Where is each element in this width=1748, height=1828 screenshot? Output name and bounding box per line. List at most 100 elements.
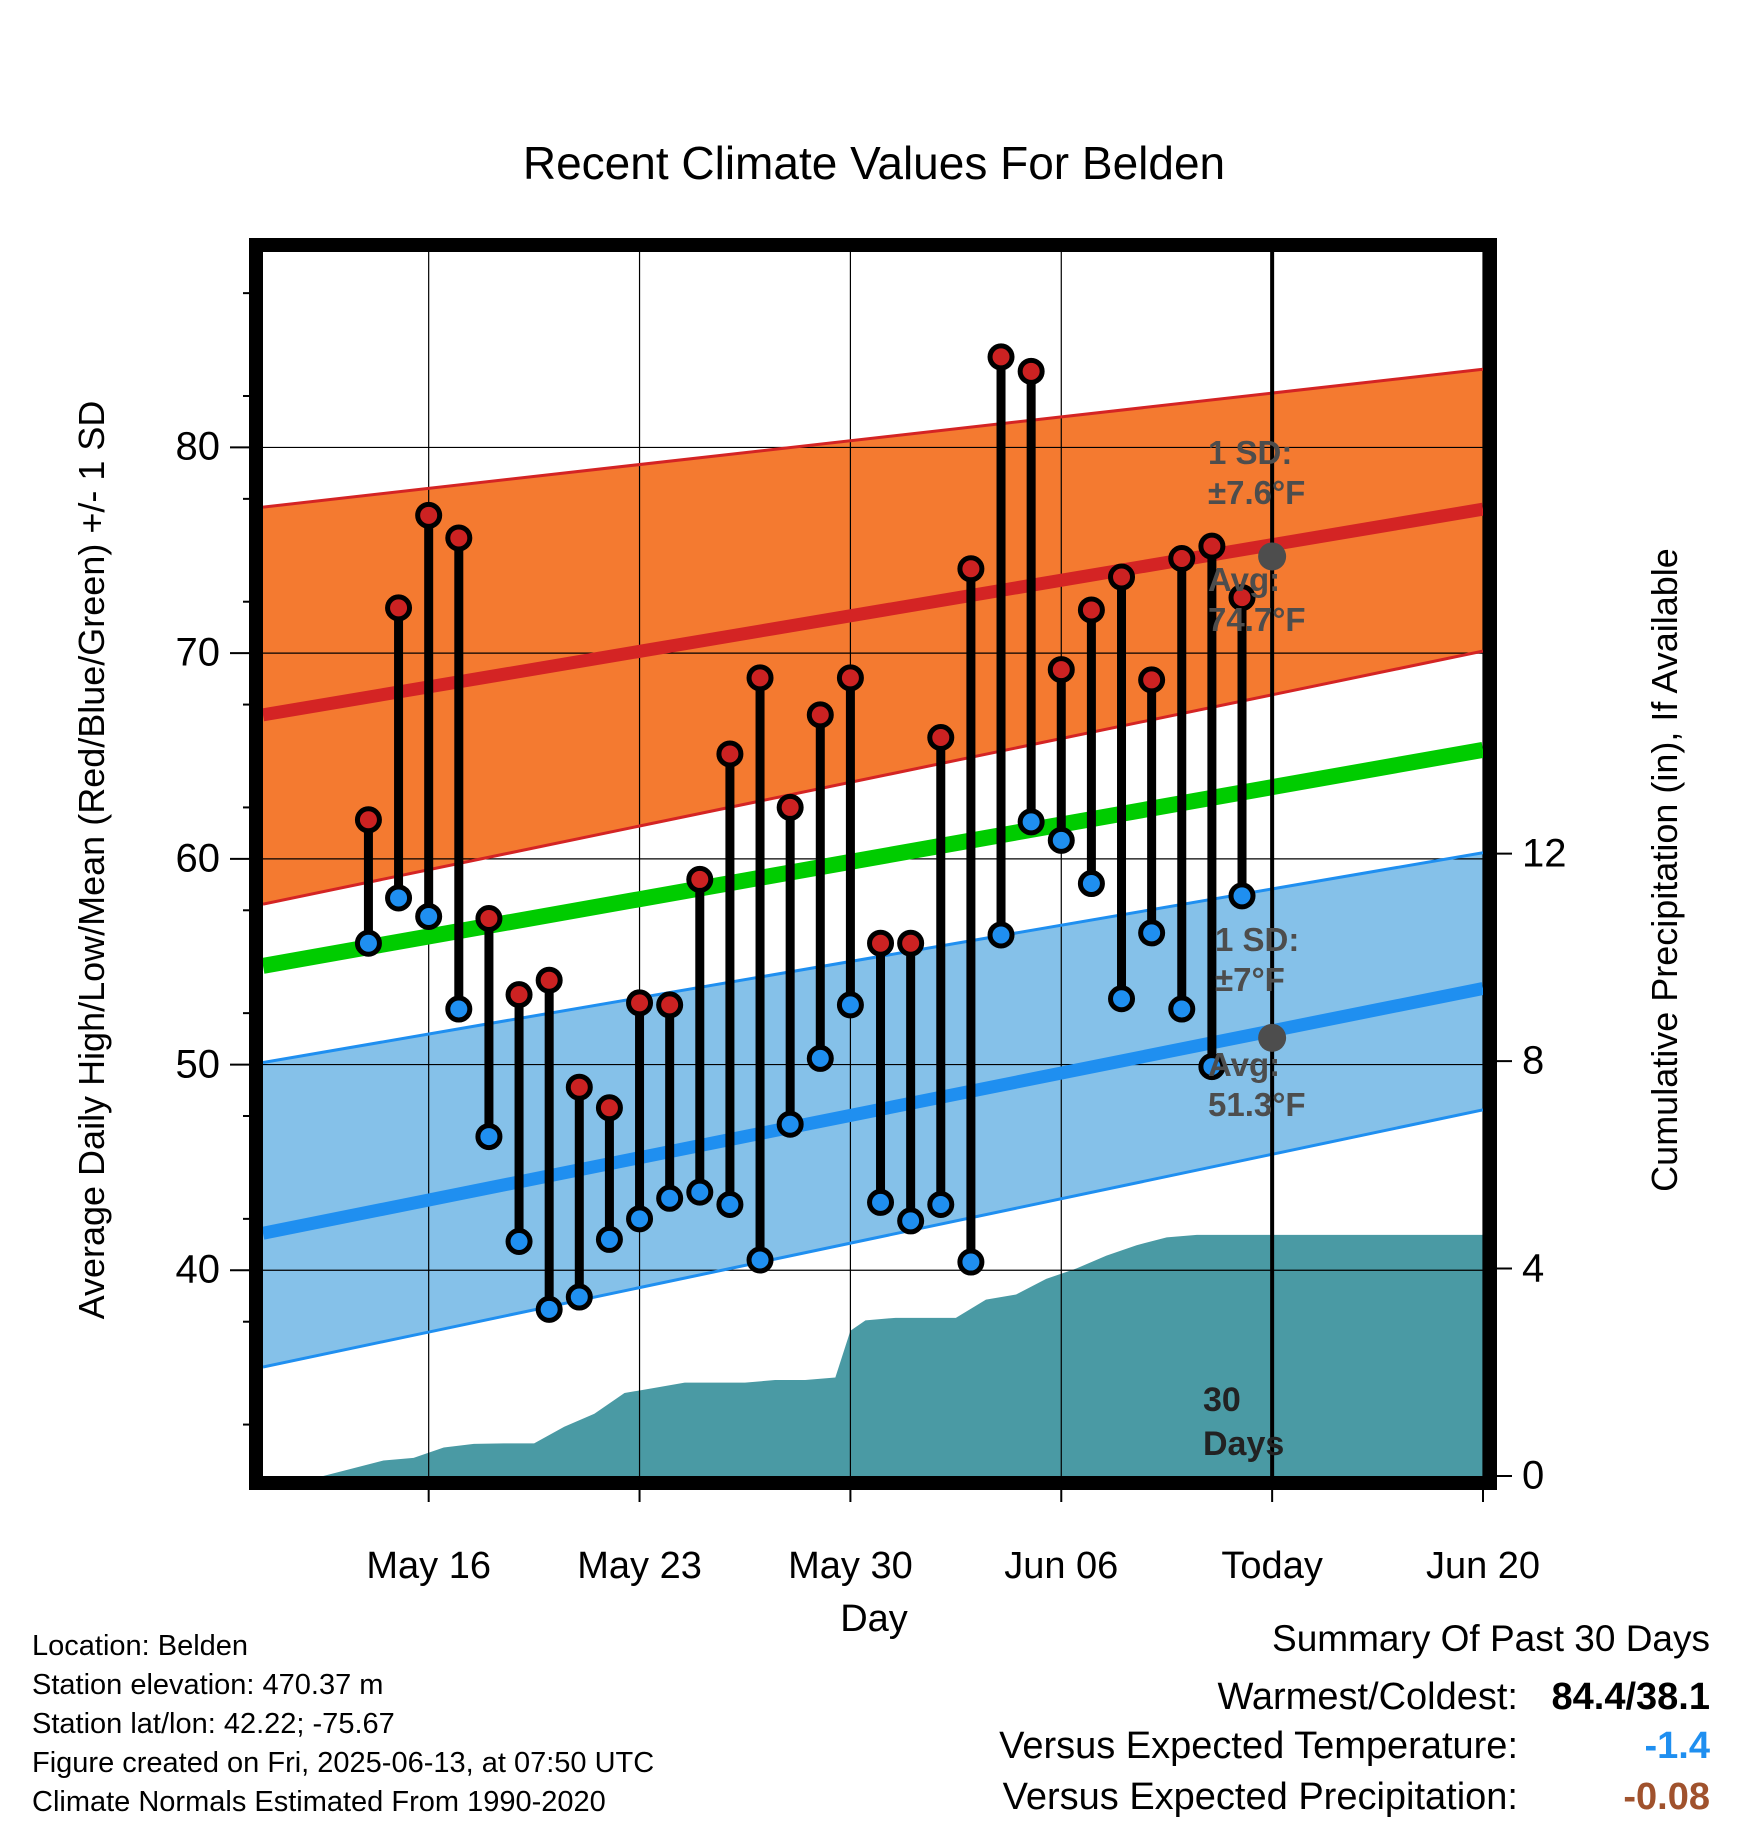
- daily-high-point: [746, 664, 774, 692]
- daily-high-point: [927, 723, 955, 751]
- y2-tick-label: 8: [1522, 1038, 1545, 1083]
- daily-high-point: [867, 929, 895, 957]
- summary-title: Summary Of Past 30 Days: [1272, 1618, 1710, 1659]
- daily-low-point: [1077, 870, 1105, 898]
- daily-low-point: [1168, 995, 1196, 1023]
- today-avg-low-marker: [1258, 1023, 1287, 1052]
- daily-low-point: [987, 921, 1015, 949]
- daily-high-point: [716, 740, 744, 768]
- daily-high-point: [565, 1073, 593, 1101]
- temp-value: -1.4: [1644, 1725, 1710, 1767]
- x-tick-label: Today: [1221, 1545, 1323, 1587]
- daily-low-point: [354, 929, 382, 957]
- y-tick-label: 80: [175, 424, 221, 469]
- daily-low-point: [686, 1178, 714, 1206]
- x-tick-label: Jun 20: [1425, 1545, 1541, 1587]
- low-upper-edge: [263, 851, 1483, 1064]
- daily-high-point: [385, 594, 413, 622]
- daily-low-point: [957, 1248, 985, 1276]
- x-tick-label: May 23: [577, 1545, 702, 1587]
- daily-high-point: [987, 343, 1015, 371]
- daily-low-point: [897, 1207, 925, 1235]
- plot-frame: [249, 238, 1497, 1490]
- avg-high-line: [263, 502, 1483, 722]
- daily-low-point: [806, 1044, 834, 1072]
- high-avg-annotation: Avg: 74.7°F: [1208, 561, 1306, 638]
- daily-high-point: [535, 966, 563, 994]
- footer-elevation: Station elevation: 470.37 m: [32, 1669, 384, 1701]
- daily-high-point: [626, 989, 654, 1017]
- daily-high-point: [656, 991, 684, 1019]
- daily-low-point: [927, 1190, 955, 1218]
- warm-cold-label: Warmest/Coldest:: [1217, 1676, 1518, 1718]
- high-upper-edge: [263, 367, 1483, 509]
- daily-low-point: [595, 1225, 623, 1253]
- chart-title: Recent Climate Values For Belden: [522, 137, 1226, 189]
- days-annotation: 30 Days: [1203, 1381, 1285, 1463]
- daily-high-point: [1017, 357, 1045, 385]
- daily-low-point: [1017, 808, 1045, 836]
- daily-low-point: [1138, 919, 1166, 947]
- daily-high-point: [415, 501, 443, 529]
- daily-high-point: [1198, 532, 1226, 560]
- daily-high-point: [595, 1094, 623, 1122]
- y-tick-label: 50: [175, 1042, 221, 1087]
- summary-precip-row: Versus Expected Precipitation: -0.08: [1003, 1776, 1710, 1819]
- daily-high-point: [475, 905, 503, 933]
- daily-low-point: [1198, 1053, 1226, 1081]
- y2-tick-label: 0: [1522, 1453, 1545, 1498]
- y-tick-label: 40: [175, 1247, 221, 1292]
- daily-low-point: [656, 1184, 684, 1212]
- daily-low-point: [626, 1205, 654, 1233]
- daily-low-point: [415, 902, 443, 930]
- daily-low-point: [836, 991, 864, 1019]
- precip-label: Versus Expected Precipitation:: [1002, 1776, 1518, 1818]
- daily-high-point: [1168, 545, 1196, 573]
- high-lower-edge: [263, 649, 1483, 906]
- daily-low-point: [867, 1188, 895, 1216]
- y2-tick-label: 4: [1522, 1246, 1545, 1291]
- daily-high-point: [776, 793, 804, 821]
- y2-axis-label: Cumulative Precipitation (in), If Availa…: [1644, 548, 1685, 1192]
- precip-area: [263, 1234, 1483, 1476]
- daily-high-point: [1047, 656, 1075, 684]
- daily-high-point: [836, 664, 864, 692]
- daily-high-point: [806, 701, 834, 729]
- x-tick-label: May 16: [366, 1545, 491, 1587]
- today-avg-high-marker: [1258, 542, 1287, 571]
- x-tick-label: May 30: [788, 1545, 913, 1587]
- daily-high-point: [1077, 596, 1105, 624]
- footer-latlon: Station lat/lon: 42.22; -75.67: [32, 1708, 395, 1740]
- y-axis-label: Average Daily High/Low/Mean (Red/Blue/Gr…: [71, 400, 112, 1320]
- footer-location: Location: Belden: [32, 1630, 249, 1662]
- daily-high-point: [686, 865, 714, 893]
- low-sd-annotation: 1 SD: ±7°F: [1215, 921, 1300, 998]
- low-lower-edge: [263, 1108, 1483, 1369]
- daily-low-point: [746, 1246, 774, 1274]
- summary-temp-row: Versus Expected Temperature: -1.4: [999, 1725, 1710, 1768]
- low-avg-annotation: Avg: 51.3°F: [1208, 1046, 1306, 1123]
- daily-low-point: [445, 995, 473, 1023]
- avg-mean-line: [263, 741, 1483, 974]
- daily-low-point: [1047, 826, 1075, 854]
- x-tick-label: Jun 06: [1004, 1545, 1119, 1587]
- daily-low-point: [716, 1190, 744, 1218]
- daily-low-point: [505, 1227, 533, 1255]
- daily-low-point: [776, 1110, 804, 1138]
- daily-high-point: [1108, 563, 1136, 591]
- daily-high-point: [445, 524, 473, 552]
- footer-created: Figure created on Fri, 2025-06-13, at 07…: [32, 1747, 655, 1779]
- daily-low-point: [385, 884, 413, 912]
- warm-cold-value: 84.4/38.1: [1551, 1676, 1710, 1718]
- daily-high-point: [505, 981, 533, 1009]
- high-sd-band: [263, 369, 1483, 905]
- daily-high-point: [957, 555, 985, 583]
- daily-high-point: [354, 806, 382, 834]
- high-sd-annotation: 1 SD: ±7.6°F: [1208, 434, 1306, 511]
- summary-warm-cold-row: Warmest/Coldest: 84.4/38.1: [1217, 1676, 1710, 1719]
- daily-high-point: [1138, 666, 1166, 694]
- y2-tick-label: 12: [1522, 831, 1567, 876]
- y-tick-label: 60: [175, 836, 221, 881]
- footer-normals: Climate Normals Estimated From 1990-2020: [32, 1786, 606, 1818]
